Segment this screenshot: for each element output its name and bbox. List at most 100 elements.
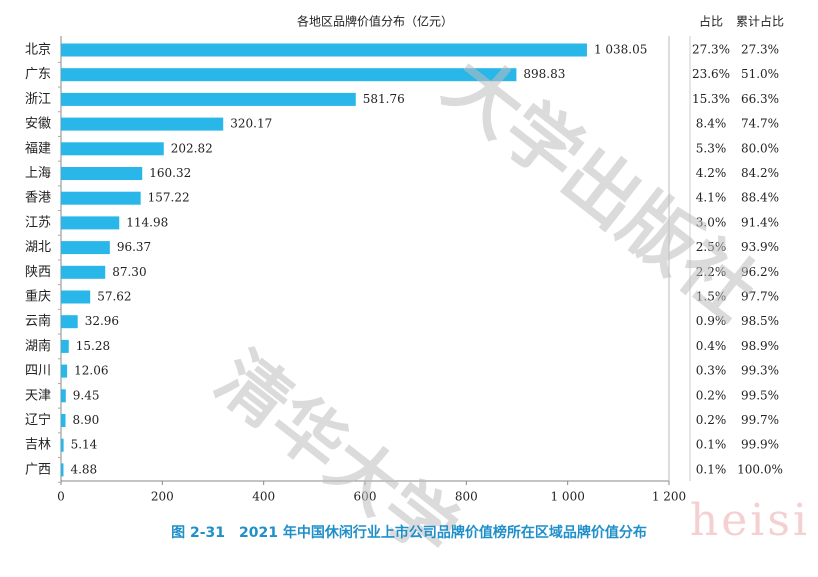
category-label: 广东: [25, 67, 51, 82]
bar-value-label: 202.82: [171, 141, 213, 155]
bar-value-label: 8.90: [73, 413, 100, 427]
figure-caption: 图 2-31 2021 年中国休闲行业上市公司品牌价值榜所在区域品牌价值分布: [0, 522, 818, 542]
cumulative-value: 99.5%: [741, 388, 779, 402]
bar: [61, 364, 68, 378]
share-header: 占比: [699, 14, 723, 29]
bar-value-label: 114.98: [126, 215, 168, 229]
bar-value-label: 87.30: [112, 265, 146, 279]
bar: [61, 117, 224, 131]
category-label: 辽宁: [25, 412, 51, 428]
x-tick-label: 0: [57, 490, 65, 504]
bar-value-label: 96.37: [117, 240, 151, 254]
figure-number: 图 2-31: [171, 525, 226, 541]
category-label: 福建: [25, 141, 51, 156]
category-label: 浙江: [25, 92, 51, 107]
share-value: 23.6%: [692, 67, 730, 81]
category-label: 云南: [25, 313, 51, 329]
x-tick-label: 200: [151, 490, 174, 504]
cumulative-value: 84.2%: [741, 166, 779, 180]
chart: 各地区品牌价值分布（亿元） 占比 累计占比 0 200 400 600 800 1 000 1 2…: [25, 14, 784, 504]
cumulative-value: 100.0%: [737, 462, 783, 476]
cumulative-value: 93.9%: [741, 240, 779, 254]
bar: [61, 265, 106, 279]
share-value: 2.5%: [696, 240, 727, 254]
bar-value-label: 5.14: [71, 438, 98, 452]
category-label: 北京: [25, 43, 51, 58]
bar-value-label: 57.62: [97, 290, 131, 304]
category-label: 四川: [25, 364, 51, 379]
x-tick-label: 600: [354, 490, 377, 504]
share-value: 0.3%: [696, 364, 727, 378]
cumulative-value: 97.7%: [741, 290, 779, 304]
bar: [61, 339, 69, 353]
share-value: 1.5%: [696, 290, 727, 304]
cumulative-header: 累计占比: [736, 14, 784, 29]
cumulative-value: 27.3%: [741, 43, 779, 57]
category-label: 重庆: [25, 289, 51, 305]
bar-value-label: 581.76: [363, 92, 405, 106]
bar: [61, 414, 66, 427]
bar: [61, 43, 587, 57]
bar-value-label: 15.28: [76, 339, 110, 353]
bar: [61, 167, 143, 180]
share-value: 15.3%: [692, 92, 730, 106]
bar-value-label: 12.06: [74, 364, 108, 378]
share-value: 4.2%: [696, 166, 727, 180]
bar: [61, 463, 64, 477]
share-value: 3.0%: [696, 215, 727, 229]
category-label: 香港: [25, 191, 51, 206]
bar: [61, 315, 78, 329]
x-tick-label: 1 000: [550, 490, 584, 504]
share-value: 0.1%: [696, 462, 727, 476]
cumulative-value: 51.0%: [741, 67, 779, 81]
share-value: 8.4%: [696, 117, 727, 131]
share-value: 2.2%: [696, 265, 727, 279]
cumulative-value: 99.7%: [741, 413, 779, 427]
bar-value-label: 9.45: [73, 388, 100, 402]
category-label: 湖南: [25, 338, 51, 354]
bar: [61, 68, 517, 82]
bar-value-label: 32.96: [85, 314, 119, 328]
category-label: 江苏: [25, 214, 51, 230]
bar-value-label: 4.88: [70, 462, 97, 476]
x-tick-label: 1 200: [652, 490, 686, 504]
category-label: 陕西: [25, 265, 51, 280]
share-value: 0.1%: [696, 438, 727, 452]
cumulative-value: 66.3%: [741, 92, 779, 106]
category-label: 湖北: [25, 240, 51, 255]
bar-value-label: 898.83: [523, 67, 565, 81]
share-value: 5.3%: [696, 141, 727, 155]
category-label: 吉林: [25, 438, 51, 453]
bar-value-label: 157.22: [148, 191, 190, 205]
bar: [61, 216, 120, 230]
bar: [61, 142, 164, 156]
category-label: 广西: [25, 462, 51, 477]
bar: [61, 389, 66, 403]
share-value: 27.3%: [692, 43, 730, 57]
cumulative-value: 74.7%: [741, 117, 779, 131]
cumulative-value: 91.4%: [741, 215, 779, 229]
bar: [61, 438, 64, 452]
bar: [61, 191, 141, 205]
share-value: 0.2%: [696, 413, 727, 427]
share-value: 4.1%: [696, 191, 727, 205]
bar-value-label: 320.17: [230, 117, 272, 131]
cumulative-value: 80.0%: [741, 141, 779, 155]
share-value: 0.4%: [696, 339, 727, 353]
bar-value-label: 160.32: [149, 166, 191, 180]
cumulative-value: 98.9%: [741, 339, 779, 353]
figure-caption-text: 2021 年中国休闲行业上市公司品牌价值榜所在区域品牌价值分布: [239, 525, 647, 541]
chart-title: 各地区品牌价值分布（亿元）: [297, 14, 453, 29]
category-label: 上海: [25, 166, 51, 181]
x-tick-label: 400: [252, 490, 275, 504]
cumulative-value: 96.2%: [741, 265, 779, 279]
share-value: 0.2%: [696, 388, 727, 402]
bar: [61, 92, 356, 106]
category-label: 天津: [25, 388, 51, 403]
category-label: 安徽: [25, 117, 51, 132]
share-value: 0.9%: [696, 314, 727, 328]
cumulative-value: 88.4%: [741, 191, 779, 205]
cumulative-value: 99.3%: [741, 364, 779, 378]
cumulative-value: 98.5%: [741, 314, 779, 328]
bar-value-label: 1 038.05: [594, 43, 647, 57]
